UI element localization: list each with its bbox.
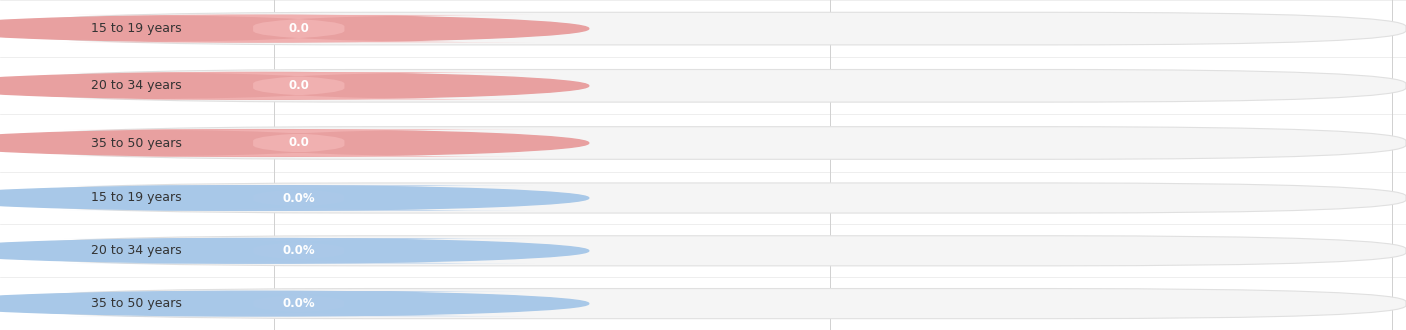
Text: 0.0%: 0.0% <box>283 297 315 310</box>
FancyBboxPatch shape <box>63 72 534 99</box>
FancyBboxPatch shape <box>63 129 534 157</box>
Circle shape <box>0 239 589 263</box>
Text: 20 to 34 years: 20 to 34 years <box>91 244 181 257</box>
Text: 0.0: 0.0 <box>288 22 309 35</box>
Text: 35 to 50 years: 35 to 50 years <box>91 297 183 310</box>
Text: 15 to 19 years: 15 to 19 years <box>91 191 181 205</box>
Text: 0.0: 0.0 <box>288 137 309 149</box>
FancyBboxPatch shape <box>63 238 534 263</box>
FancyBboxPatch shape <box>63 291 534 316</box>
FancyBboxPatch shape <box>14 127 1406 159</box>
FancyBboxPatch shape <box>63 15 534 42</box>
Circle shape <box>0 291 589 316</box>
Text: 15 to 19 years: 15 to 19 years <box>91 22 181 35</box>
Text: 20 to 34 years: 20 to 34 years <box>91 79 181 92</box>
Circle shape <box>0 15 589 42</box>
FancyBboxPatch shape <box>14 70 1406 102</box>
Text: 35 to 50 years: 35 to 50 years <box>91 137 183 149</box>
Text: 0.0: 0.0 <box>256 172 274 184</box>
FancyBboxPatch shape <box>14 236 1406 266</box>
Text: 0.0: 0.0 <box>811 172 830 184</box>
FancyBboxPatch shape <box>63 185 534 211</box>
Circle shape <box>0 72 589 99</box>
Text: 0.0%: 0.0% <box>283 191 315 205</box>
FancyBboxPatch shape <box>14 12 1406 45</box>
Text: 0.0: 0.0 <box>1374 172 1392 184</box>
Circle shape <box>0 130 589 156</box>
FancyBboxPatch shape <box>14 288 1406 319</box>
Circle shape <box>0 186 589 210</box>
Text: 0.0: 0.0 <box>288 79 309 92</box>
FancyBboxPatch shape <box>14 183 1406 213</box>
Text: 0.0%: 0.0% <box>283 244 315 257</box>
